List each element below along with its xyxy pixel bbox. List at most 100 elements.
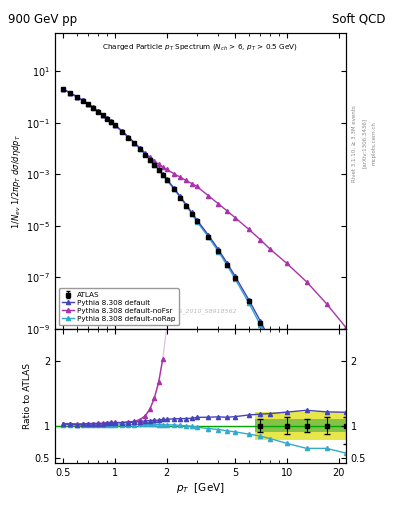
Pythia 8.308 default-noRap (138, 146, 142, 152)
Pythia 8.308 default (132, 140, 137, 146)
Pythia 8.308 default (160, 171, 165, 177)
Pythia 8.308 default-noFsr (156, 161, 161, 167)
Pythia 8.308 default (95, 108, 100, 114)
Pythia 8.308 default-noFsr (112, 121, 117, 127)
Pythia 8.308 default-noRap (189, 211, 194, 217)
Pythia 8.308 default-noRap (225, 263, 230, 269)
Line: Pythia 8.308 default-noRap: Pythia 8.308 default-noRap (61, 87, 348, 459)
Pythia 8.308 default-noRap (156, 167, 161, 173)
Pythia 8.308 default-noFsr (324, 301, 329, 307)
Pythia 8.308 default (156, 166, 161, 172)
Pythia 8.308 default-noFsr (189, 181, 194, 187)
Pythia 8.308 default (343, 445, 348, 452)
Y-axis label: $1/N_{ev}$ $1/2\pi p_T$ $d\sigma/d\eta dp_T$: $1/N_{ev}$ $1/2\pi p_T$ $d\sigma/d\eta d… (10, 134, 24, 229)
Pythia 8.308 default (126, 134, 131, 140)
Pythia 8.308 default-noRap (258, 322, 263, 328)
Pythia 8.308 default-noRap (100, 112, 105, 118)
Pythia 8.308 default-noRap (61, 86, 65, 92)
Pythia 8.308 default-noRap (68, 90, 72, 96)
Pythia 8.308 default-noFsr (152, 158, 157, 164)
Pythia 8.308 default-noRap (132, 140, 137, 146)
Pythia 8.308 default-noFsr (184, 177, 189, 183)
Pythia 8.308 default-noRap (80, 97, 85, 103)
Pythia 8.308 default-noFsr (246, 226, 251, 232)
Pythia 8.308 default-noRap (324, 424, 329, 431)
Legend: ATLAS, Pythia 8.308 default, Pythia 8.308 default-noFsr, Pythia 8.308 default-no: ATLAS, Pythia 8.308 default, Pythia 8.30… (59, 288, 179, 325)
Pythia 8.308 default (152, 161, 157, 167)
Pythia 8.308 default-noFsr (171, 170, 176, 177)
Pythia 8.308 default (184, 202, 189, 208)
Pythia 8.308 default (258, 317, 263, 324)
Pythia 8.308 default-noRap (108, 119, 113, 125)
Pythia 8.308 default-noFsr (216, 201, 221, 207)
Pythia 8.308 default-noRap (195, 219, 199, 225)
Pythia 8.308 default-noRap (126, 134, 131, 140)
Pythia 8.308 default (112, 121, 117, 127)
Pythia 8.308 default-noFsr (108, 118, 113, 124)
Pythia 8.308 default (143, 151, 147, 157)
Pythia 8.308 default-noRap (171, 186, 176, 192)
Pythia 8.308 default-noFsr (147, 154, 152, 160)
Pythia 8.308 default-noRap (147, 157, 152, 163)
Pythia 8.308 default-noRap (343, 454, 348, 460)
Pythia 8.308 default-noFsr (119, 128, 124, 134)
Pythia 8.308 default-noFsr (126, 134, 131, 140)
Pythia 8.308 default (86, 101, 90, 107)
Pythia 8.308 default-noFsr (132, 140, 137, 146)
Pythia 8.308 default-noFsr (100, 112, 105, 118)
Pythia 8.308 default-noFsr (258, 237, 263, 243)
Pythia 8.308 default (68, 90, 72, 96)
Text: ATLAS_2010_S8918562: ATLAS_2010_S8918562 (163, 309, 237, 314)
Pythia 8.308 default-noRap (216, 248, 221, 254)
Pythia 8.308 default (233, 273, 237, 279)
Pythia 8.308 default-noFsr (74, 94, 79, 100)
Pythia 8.308 default-noFsr (268, 246, 273, 252)
Pythia 8.308 default-noFsr (105, 115, 109, 121)
Pythia 8.308 default-noRap (206, 234, 211, 240)
Pythia 8.308 default (147, 156, 152, 162)
Pythia 8.308 default-noRap (160, 172, 165, 178)
Pythia 8.308 default (108, 118, 113, 124)
Pythia 8.308 default (304, 390, 309, 396)
Pythia 8.308 default-noRap (143, 151, 147, 157)
Pythia 8.308 default-noRap (184, 203, 189, 209)
Pythia 8.308 default (268, 337, 273, 344)
Pythia 8.308 default (138, 145, 142, 152)
Pythia 8.308 default-noRap (91, 104, 95, 111)
Pythia 8.308 default-noRap (246, 300, 251, 306)
Pythia 8.308 default-noRap (105, 115, 109, 121)
Pythia 8.308 default (80, 97, 85, 103)
Pythia 8.308 default-noFsr (233, 215, 237, 221)
Pythia 8.308 default (225, 260, 230, 266)
Pythia 8.308 default-noFsr (91, 104, 95, 111)
Pythia 8.308 default (195, 217, 199, 223)
Pythia 8.308 default (91, 104, 95, 111)
Pythia 8.308 default (171, 185, 176, 191)
Pythia 8.308 default (74, 94, 79, 100)
Pythia 8.308 default-noFsr (195, 183, 199, 189)
Pythia 8.308 default-noFsr (304, 279, 309, 285)
Pythia 8.308 default-noFsr (178, 174, 182, 180)
Pythia 8.308 default-noRap (119, 129, 124, 135)
Text: Rivet 3.1.10, ≥ 3.3M events: Rivet 3.1.10, ≥ 3.3M events (352, 105, 357, 182)
Pythia 8.308 default-noFsr (143, 150, 147, 156)
Pythia 8.308 default-noRap (268, 342, 273, 348)
Text: mcplots.cern.ch: mcplots.cern.ch (371, 121, 376, 165)
Pythia 8.308 default (324, 417, 329, 423)
Pythia 8.308 default-noRap (178, 195, 182, 201)
Pythia 8.308 default (246, 296, 251, 303)
Pythia 8.308 default-noFsr (225, 208, 230, 214)
Pythia 8.308 default-noFsr (164, 166, 169, 173)
Pythia 8.308 default-noRap (164, 177, 169, 183)
Pythia 8.308 default-noFsr (86, 101, 90, 107)
Pythia 8.308 default-noRap (86, 101, 90, 107)
Text: 900 GeV pp: 900 GeV pp (8, 13, 77, 26)
Pythia 8.308 default-noFsr (160, 164, 165, 170)
Line: Pythia 8.308 default: Pythia 8.308 default (61, 87, 348, 451)
Pythia 8.308 default-noFsr (138, 145, 142, 151)
Text: Soft QCD: Soft QCD (332, 13, 385, 26)
Pythia 8.308 default (119, 128, 124, 134)
Pythia 8.308 default (61, 86, 65, 92)
Pythia 8.308 default (206, 232, 211, 238)
Pythia 8.308 default (189, 209, 194, 216)
